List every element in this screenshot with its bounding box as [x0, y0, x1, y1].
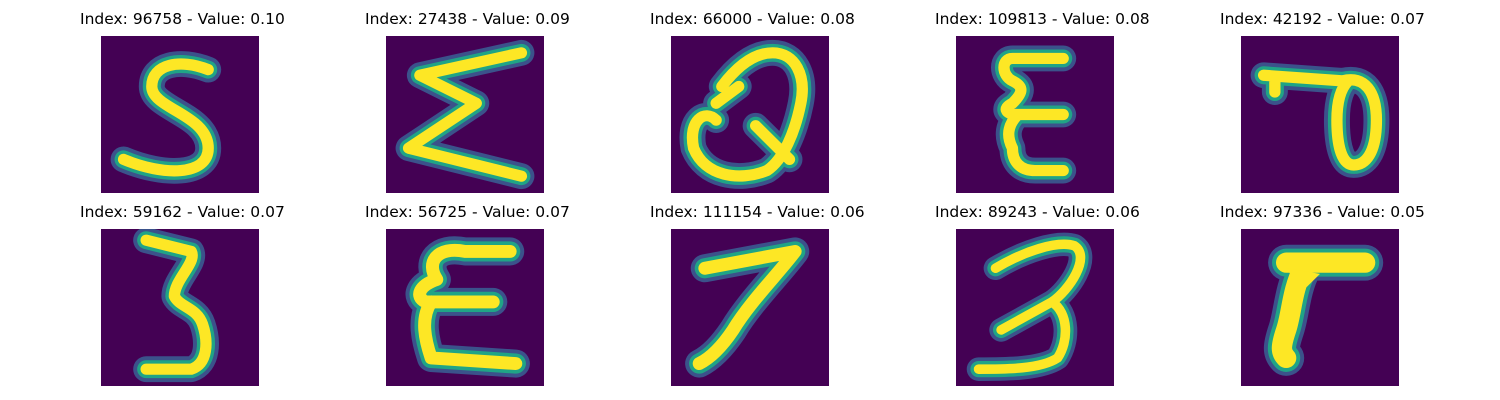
panel-title: Index: 56725 - Value: 0.07: [365, 203, 570, 221]
panel-9: Index: 89243 - Value: 0.06: [935, 201, 1140, 386]
panel-title: Index: 27438 - Value: 0.09: [365, 10, 570, 28]
panel-title: Index: 96758 - Value: 0.10: [80, 10, 285, 28]
handwritten-glyph-image: [1241, 36, 1399, 193]
panel-6: Index: 59162 - Value: 0.07: [80, 201, 285, 386]
handwritten-glyph-image: [101, 229, 259, 386]
panel-4: Index: 109813 - Value: 0.08: [935, 8, 1150, 193]
panel-1: Index: 96758 - Value: 0.10: [80, 8, 285, 193]
handwritten-glyph-image: [956, 229, 1114, 386]
handwritten-glyph-image: [386, 229, 544, 386]
panel-5: Index: 42192 - Value: 0.07: [1220, 8, 1425, 193]
panel-2: Index: 27438 - Value: 0.09: [365, 8, 570, 193]
panel-title: Index: 111154 - Value: 0.06: [650, 203, 865, 221]
panel-title: Index: 109813 - Value: 0.08: [935, 10, 1150, 28]
handwritten-glyph-image: [1241, 229, 1399, 386]
handwritten-glyph-image: [671, 229, 829, 386]
panel-7: Index: 56725 - Value: 0.07: [365, 201, 570, 386]
panel-10: Index: 97336 - Value: 0.05: [1220, 201, 1425, 386]
handwritten-glyph-image: [101, 36, 259, 193]
handwritten-glyph-image: [956, 36, 1114, 193]
panel-title: Index: 89243 - Value: 0.06: [935, 203, 1140, 221]
handwritten-glyph-image: [671, 36, 829, 193]
panel-title: Index: 42192 - Value: 0.07: [1220, 10, 1425, 28]
panel-8: Index: 111154 - Value: 0.06: [650, 201, 865, 386]
panel-title: Index: 59162 - Value: 0.07: [80, 203, 285, 221]
panel-title: Index: 97336 - Value: 0.05: [1220, 203, 1425, 221]
panel-3: Index: 66000 - Value: 0.08: [650, 8, 855, 193]
panel-title: Index: 66000 - Value: 0.08: [650, 10, 855, 28]
handwritten-glyph-image: [386, 36, 544, 193]
